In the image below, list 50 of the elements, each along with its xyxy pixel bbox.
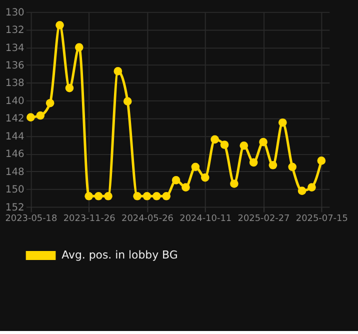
point	[230, 180, 238, 188]
point	[46, 98, 54, 108]
y-tick-label: 132	[5, 25, 24, 36]
point	[114, 67, 122, 76]
y-tick-label: 146	[5, 149, 24, 160]
y-tick-label: 138	[5, 78, 24, 90]
legend-label: Avg. pos. in lobby BG	[62, 248, 178, 262]
x-tick-label: 2023-11-26	[63, 214, 116, 224]
point	[182, 183, 190, 192]
x-tick-label: 2025-02-27	[238, 214, 290, 224]
point	[210, 135, 219, 144]
point	[26, 113, 35, 122]
x-tick-label: 2023-05-18	[5, 214, 58, 224]
x-tick-label: 2024-10-11	[180, 214, 232, 224]
point	[249, 158, 258, 167]
point	[123, 97, 132, 106]
point	[152, 192, 161, 200]
point	[56, 20, 64, 30]
point	[191, 162, 200, 172]
point	[317, 156, 326, 165]
point	[200, 173, 210, 182]
x-tick-label: 2024-05-26	[122, 214, 174, 224]
point	[298, 186, 306, 195]
y-tick-label: 150	[5, 184, 24, 196]
y-tick-label: 148	[5, 166, 24, 178]
point	[84, 192, 93, 200]
point	[268, 160, 278, 170]
point	[308, 183, 316, 192]
point	[94, 192, 103, 200]
point	[240, 141, 248, 150]
point	[259, 138, 268, 146]
y-tick-label: 136	[5, 60, 24, 72]
x-tick-label: 2025-07-15	[296, 214, 348, 224]
point	[133, 192, 142, 200]
point	[65, 84, 74, 92]
point	[74, 43, 84, 52]
y-tick-label: 130	[5, 7, 24, 18]
y-tick-label: 134	[5, 42, 24, 54]
point	[36, 111, 45, 120]
point	[288, 162, 296, 172]
point	[162, 192, 171, 200]
point	[278, 118, 287, 127]
point	[104, 192, 112, 200]
y-tick-label: 140	[5, 96, 24, 107]
y-tick-label: 152	[5, 202, 24, 214]
y-tick-label: 144	[5, 131, 24, 142]
point	[220, 140, 229, 149]
point	[172, 176, 180, 184]
y-tick-label: 142	[5, 114, 24, 125]
point	[142, 192, 152, 200]
